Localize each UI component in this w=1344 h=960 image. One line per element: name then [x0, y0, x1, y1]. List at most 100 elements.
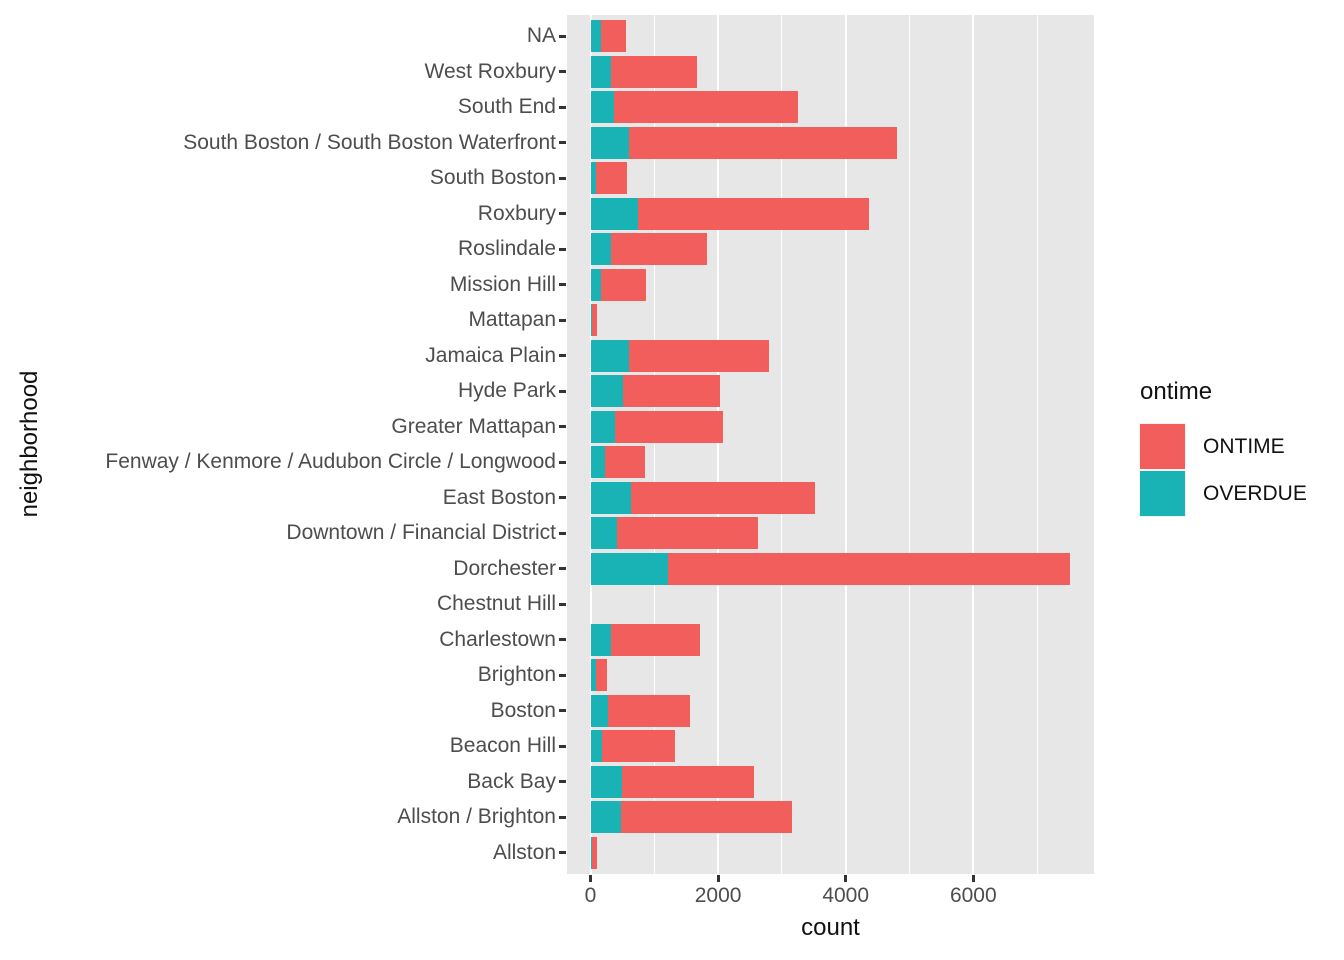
x-axis-tick — [971, 875, 975, 882]
bar-row — [590, 659, 608, 692]
bar-row — [590, 91, 799, 124]
x-axis-tick-label: 2000 — [694, 884, 742, 907]
y-axis-label: Allston / Brighton — [397, 805, 556, 829]
x-axis-tick — [716, 875, 720, 882]
y-axis-label: Mission Hill — [449, 272, 556, 296]
gridline-major — [844, 15, 847, 874]
y-axis-label: Chestnut Hill — [436, 592, 556, 616]
y-axis-tick — [559, 318, 566, 322]
bar-segment-ontime — [610, 623, 701, 656]
bar-segment-ontime — [601, 268, 646, 301]
y-axis-tick — [559, 638, 566, 642]
bar-row — [590, 197, 870, 230]
y-axis-tick — [559, 815, 566, 819]
legend-label: OVERDUE — [1203, 481, 1307, 505]
bar-segment-ontime — [614, 410, 723, 443]
y-axis-tick — [559, 496, 566, 500]
y-axis-label: Roxbury — [477, 201, 556, 225]
bar-segment-overdue — [590, 410, 615, 443]
bar-segment-overdue — [590, 268, 602, 301]
y-axis-tick — [559, 851, 566, 855]
bar-row — [590, 55, 698, 88]
bar-row — [590, 801, 793, 834]
y-axis-tick — [559, 602, 566, 606]
y-axis-tick — [559, 460, 566, 464]
bar-segment-ontime — [610, 55, 698, 88]
y-axis-label: South End — [457, 95, 556, 119]
bar-segment-ontime — [604, 446, 645, 479]
y-axis-label: Hyde Park — [457, 379, 556, 403]
legend-title: ontime — [1140, 378, 1213, 405]
y-axis-tick — [559, 389, 566, 393]
legend-swatch-overdue — [1139, 470, 1186, 517]
bar-segment-ontime — [601, 730, 675, 763]
bar-segment-ontime — [631, 481, 815, 514]
legend: ontime ONTIME OVERDUE — [1139, 378, 1307, 518]
bar-segment-overdue — [590, 304, 592, 337]
y-axis-label: Jamaica Plain — [425, 343, 556, 367]
bar-row — [590, 836, 597, 869]
y-axis-label: Back Bay — [467, 769, 556, 793]
bar-segment-ontime — [608, 694, 690, 727]
y-axis-label: East Boston — [442, 485, 556, 509]
y-axis-label: South Boston / South Boston Waterfront — [183, 130, 556, 154]
bar-row — [590, 375, 720, 408]
y-axis-label: West Roxbury — [424, 59, 557, 83]
bar-segment-ontime — [637, 197, 870, 230]
y-axis-tick — [559, 176, 566, 180]
bar-segment-ontime — [668, 552, 1070, 585]
bar-segment-overdue — [590, 517, 618, 550]
bar-segment-ontime — [591, 304, 597, 337]
bar-segment-ontime — [629, 339, 769, 372]
bar-segment-overdue — [590, 446, 605, 479]
y-axis-label: Fenway / Kenmore / Audubon Circle / Long… — [105, 450, 556, 474]
gridline-major — [972, 15, 975, 874]
y-axis-tick — [559, 744, 566, 748]
y-axis-tick — [559, 780, 566, 784]
y-axis-label: Dorchester — [453, 556, 556, 580]
bar-row — [590, 623, 701, 656]
y-axis-tick — [559, 34, 566, 38]
bar-row — [590, 339, 769, 372]
x-axis-tick-label: 0 — [584, 884, 597, 907]
y-axis-label: Greater Mattapan — [391, 414, 556, 438]
y-axis-label: Beacon Hill — [449, 734, 556, 758]
bar-segment-overdue — [590, 694, 609, 727]
bar-segment-overdue — [590, 375, 624, 408]
x-axis-title: count — [801, 914, 860, 941]
bar-segment-ontime — [595, 162, 627, 195]
bar-row — [590, 517, 759, 550]
y-axis-label: Roslindale — [457, 237, 556, 261]
bar-segment-ontime — [592, 836, 597, 869]
bar-segment-ontime — [621, 801, 793, 834]
bar-segment-ontime — [628, 126, 897, 159]
bar-row — [590, 410, 723, 443]
y-axis-label: Mattapan — [468, 308, 556, 332]
bar-segment-overdue — [590, 552, 669, 585]
bar-segment-overdue — [590, 339, 630, 372]
y-axis-tick — [559, 709, 566, 713]
bar-row — [590, 20, 626, 53]
bar-segment-ontime — [595, 659, 608, 692]
bar-row — [590, 765, 754, 798]
gridline-major — [717, 15, 720, 874]
bar-segment-overdue — [590, 623, 611, 656]
legend-swatch-ontime — [1139, 423, 1186, 470]
bar-segment-ontime — [610, 233, 707, 266]
y-axis-label: Charlestown — [439, 627, 556, 651]
y-axis-tick — [559, 283, 566, 287]
bar-segment-overdue — [590, 162, 596, 195]
bar-row — [590, 694, 690, 727]
bar-segment-overdue — [590, 91, 615, 124]
legend-item: OVERDUE — [1139, 470, 1307, 517]
gridline-minor — [1036, 15, 1038, 874]
bar-segment-overdue — [590, 20, 601, 53]
y-axis-label: Downtown / Financial District — [286, 521, 556, 545]
y-axis-tick — [559, 567, 566, 571]
y-axis-label: NA — [526, 24, 556, 48]
bar-segment-overdue — [590, 765, 623, 798]
y-axis-tick — [559, 354, 566, 358]
y-axis-tick — [559, 247, 566, 251]
y-axis-label: Brighton — [477, 663, 556, 687]
y-axis-tick — [559, 425, 566, 429]
